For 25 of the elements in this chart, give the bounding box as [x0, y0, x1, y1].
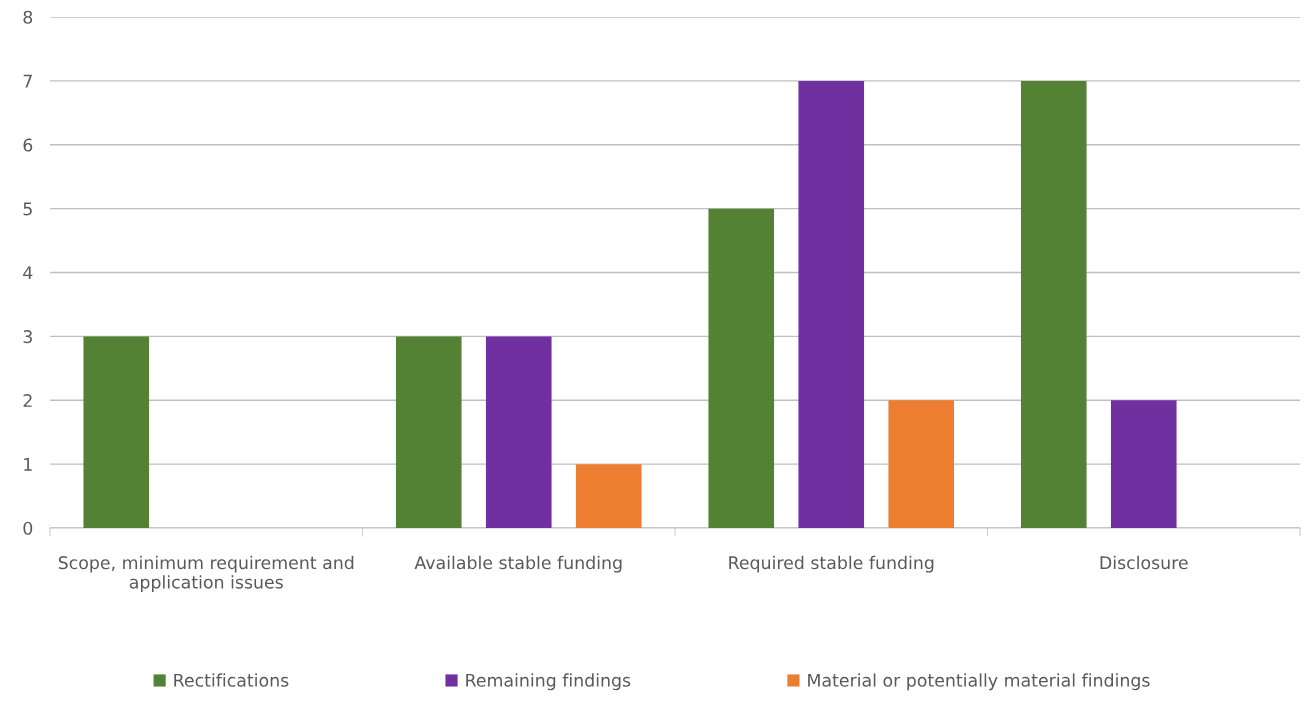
bar [798, 80, 865, 528]
y-tick-label: 6 [23, 138, 33, 152]
y-tick-label: 5 [23, 202, 32, 216]
bar [888, 400, 955, 528]
bar [83, 336, 150, 528]
legend-label: Rectifications [174, 673, 289, 687]
y-tick-label: 1 [24, 458, 32, 471]
x-tick-label: Disclosure [1100, 555, 1188, 570]
x-tick-label: Scope, minimum requirement and application issues [58, 555, 354, 593]
legend-label: Remaining findings [466, 673, 631, 691]
y-tick-label: 2 [23, 393, 32, 407]
y-tick-label: 4 [23, 266, 33, 280]
y-tick-label: 0 [23, 521, 33, 535]
bar [575, 464, 642, 528]
bar [485, 336, 552, 528]
y-tick-label: 8 [23, 10, 33, 24]
bar [1020, 80, 1087, 528]
bar [395, 336, 462, 528]
y-tick-label: 7 [23, 74, 32, 88]
x-tick-label: Available stable funding [414, 555, 622, 573]
y-tick-label: 3 [23, 330, 32, 344]
legend-label: Material or potentially material findings [808, 673, 1150, 691]
bar [708, 208, 775, 528]
x-tick-label: Required stable funding [729, 555, 934, 573]
bar [1110, 400, 1177, 528]
